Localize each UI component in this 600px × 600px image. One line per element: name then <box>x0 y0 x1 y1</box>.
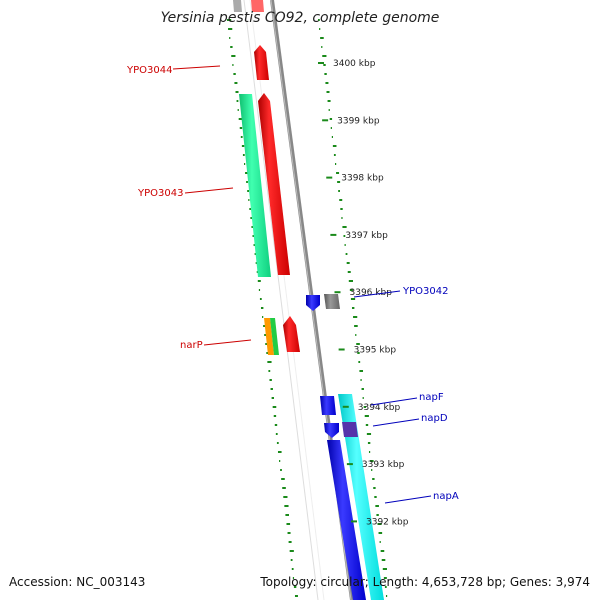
partial-feature-grey <box>233 0 242 12</box>
ruler-label: 3395 kbp <box>354 346 397 356</box>
ruler-label: 3396 kbp <box>350 288 393 298</box>
gene-narp-orange <box>264 318 274 355</box>
label-ypo3044: YPO3044 <box>126 65 172 76</box>
genome-title: Yersinia pestis CO92, complete genome <box>160 10 440 26</box>
partial-feature-red <box>251 0 264 12</box>
gene-ypo3044-arrow <box>254 45 269 80</box>
gene-narp-red-arrow <box>283 316 300 352</box>
ruler-label: 3397 kbp <box>345 231 388 241</box>
kbp-ruler: 3400 kbp 3399 kbp 3398 kbp 3397 kbp 3396 kbp… <box>318 59 409 527</box>
gc-ring-right <box>318 19 388 597</box>
gene-ypo3042-blue-arrow <box>306 295 320 311</box>
gene-ypo3043-red-arrow <box>258 93 290 275</box>
label-napf: napF <box>419 392 444 403</box>
ruler-label: 3392 kbp <box>366 517 409 527</box>
label-napa: napA <box>433 491 459 502</box>
ruler-label: 3400 kbp <box>333 59 376 69</box>
label-ypo3043: YPO3043 <box>137 188 183 199</box>
ruler-label: 3399 kbp <box>337 116 380 126</box>
ruler-label: 3398 kbp <box>341 174 384 184</box>
gene-ypo3042-grey <box>324 294 340 309</box>
leader-napf <box>370 397 418 406</box>
gene-napf-blue <box>320 396 336 415</box>
ruler-label: 3394 kbp <box>358 403 401 413</box>
gene-napd-blue-arrow <box>324 423 339 438</box>
label-ypo3042: YPO3042 <box>402 286 448 297</box>
gene-napa-blue <box>327 440 366 600</box>
leader-ypo3044 <box>172 65 221 70</box>
gene-napa-cyan <box>338 394 384 600</box>
accession-text: Accession: NC_003143 <box>9 575 146 589</box>
gene-napd-purple <box>342 422 358 437</box>
leader-ypo3043 <box>184 187 234 194</box>
leader-ypo3042 <box>353 290 401 298</box>
label-narp: narP <box>180 340 203 351</box>
leader-napa <box>384 495 432 504</box>
outer-ring-edge <box>243 0 319 600</box>
leader-narp <box>203 339 252 346</box>
leader-napd <box>372 418 420 427</box>
gene-narp-green <box>270 318 279 355</box>
genome-stats-text: Topology: circular; Length: 4,653,728 bp… <box>260 575 590 589</box>
label-napd: napD <box>421 413 448 424</box>
ruler-label: 3393 kbp <box>362 460 405 470</box>
gene-ypo3043-green <box>239 94 271 277</box>
